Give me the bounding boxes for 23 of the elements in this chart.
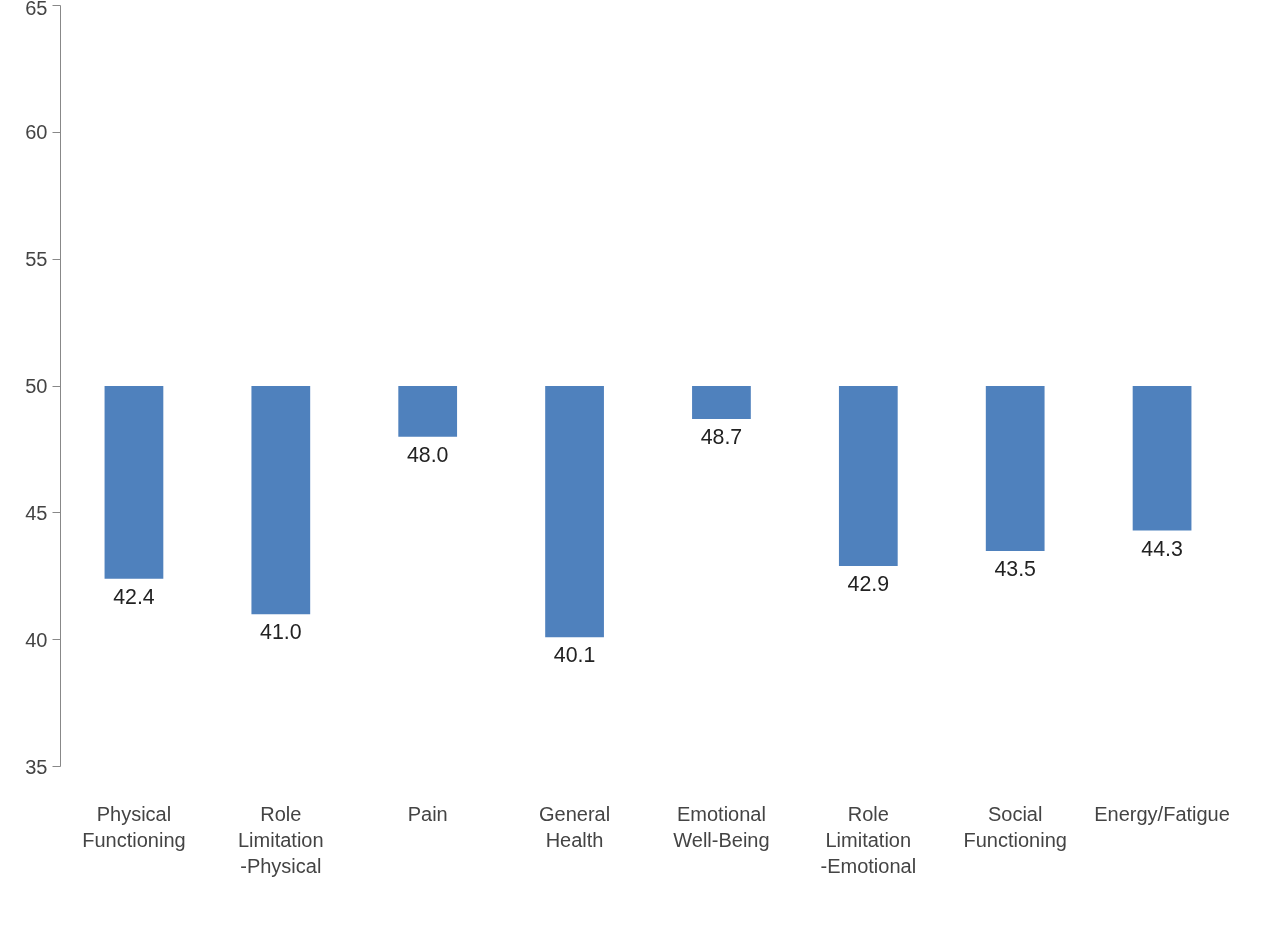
y-tick-label: 65	[25, 0, 48, 19]
data-label: 43.5	[994, 556, 1036, 581]
x-tick-label: Physical Functioning	[82, 802, 186, 851]
y-tick-label: 45	[25, 501, 48, 524]
y-tick-label: 40	[25, 628, 48, 651]
data-label: 40.1	[553, 643, 596, 668]
x-tick-label: Role Limitation -Emotional	[820, 802, 917, 878]
data-label: 42.9	[847, 572, 890, 597]
x-tick-label: Emotional Well-Being	[673, 802, 770, 851]
x-tick-label: Pain	[407, 802, 448, 825]
data-label: 48.0	[406, 442, 449, 467]
x-tick-label: General Health	[538, 802, 611, 851]
y-tick-label: 50	[25, 375, 48, 397]
y-tick-label: 60	[25, 121, 48, 144]
x-tick-label: Energy/Fatigue	[1094, 802, 1230, 825]
data-label: 41.0	[260, 620, 302, 645]
y-tick-label: 35	[25, 755, 48, 778]
data-label: 42.4	[113, 584, 155, 609]
data-label: 44.3	[1141, 536, 1183, 561]
y-tick-label: 55	[25, 248, 48, 271]
x-tick-label: Role Limitation -Physical	[238, 802, 324, 878]
data-label: 48.7	[700, 424, 743, 449]
x-tick-label: Social Functioning	[963, 802, 1067, 851]
